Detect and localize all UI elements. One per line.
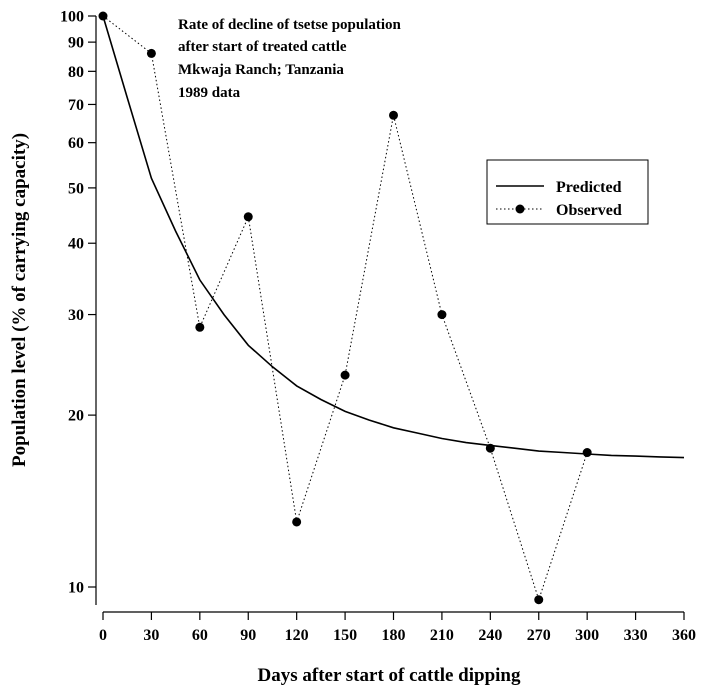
series-observed-point xyxy=(582,448,592,458)
legend-predicted-label: Predicted xyxy=(556,179,622,196)
series-observed-point xyxy=(340,370,350,380)
x-tick-label: 30 xyxy=(143,627,159,644)
y-tick-label: 50 xyxy=(68,180,84,197)
y-tick-label: 80 xyxy=(68,64,84,81)
series-observed-point xyxy=(292,517,302,527)
x-axis-label: Days after start of cattle dipping xyxy=(258,665,521,686)
axes xyxy=(95,16,684,613)
series-observed-point xyxy=(146,48,156,58)
legend-observed-marker xyxy=(515,204,525,214)
legend: Predicted Observed xyxy=(486,159,649,225)
series-observed-point xyxy=(485,443,495,453)
y-axis-label: Population level (% of carrying capacity… xyxy=(9,133,30,467)
y-tick-label: 20 xyxy=(68,408,84,425)
y-ticks: 10 20 30 40 50 60 70 80 90 100 xyxy=(60,9,96,597)
x-tick-label: 360 xyxy=(672,627,696,644)
title-line-3: Mkwaja Ranch; Tanzania xyxy=(178,62,344,78)
series-observed-point xyxy=(534,595,544,605)
y-tick-label: 40 xyxy=(68,236,84,253)
legend-box xyxy=(486,159,649,225)
series-observed-point xyxy=(195,322,205,332)
x-tick-label: 240 xyxy=(478,627,502,644)
series-observed-point xyxy=(437,310,447,320)
title-line-1: Rate of decline of tsetse population xyxy=(178,17,402,33)
y-tick-label: 90 xyxy=(68,35,84,52)
x-tick-label: 60 xyxy=(192,627,208,644)
y-tick-label: 70 xyxy=(68,97,84,114)
x-tick-label: 300 xyxy=(575,627,599,644)
series-predicted-line xyxy=(102,15,685,459)
x-tick-label: 90 xyxy=(240,627,256,644)
title-line-4: 1989 data xyxy=(178,85,241,101)
x-tick-label: 0 xyxy=(99,627,107,644)
x-ticks: 0 30 60 90 120 150 180 210 240 270 300 330 360 xyxy=(99,612,696,644)
x-tick-label: 120 xyxy=(285,627,309,644)
x-tick-label: 210 xyxy=(430,627,454,644)
y-tick-label: 100 xyxy=(60,9,84,26)
title-line-2: after start of treated cattle xyxy=(178,39,347,55)
x-tick-label: 150 xyxy=(333,627,357,644)
series-observed-point xyxy=(389,110,398,120)
y-tick-label: 30 xyxy=(68,307,84,324)
series-observed-line xyxy=(102,15,588,602)
series-observed-point xyxy=(98,11,108,21)
x-tick-label: 180 xyxy=(382,627,406,644)
series-layer xyxy=(98,11,685,605)
x-tick-label: 270 xyxy=(527,627,551,644)
y-tick-label: 60 xyxy=(68,135,84,152)
series-observed-point xyxy=(243,212,253,222)
x-tick-label: 330 xyxy=(624,627,648,644)
y-tick-label: 10 xyxy=(68,580,84,597)
legend-observed-label: Observed xyxy=(556,202,622,219)
title-block: Rate of decline of tsetse population aft… xyxy=(178,17,402,101)
